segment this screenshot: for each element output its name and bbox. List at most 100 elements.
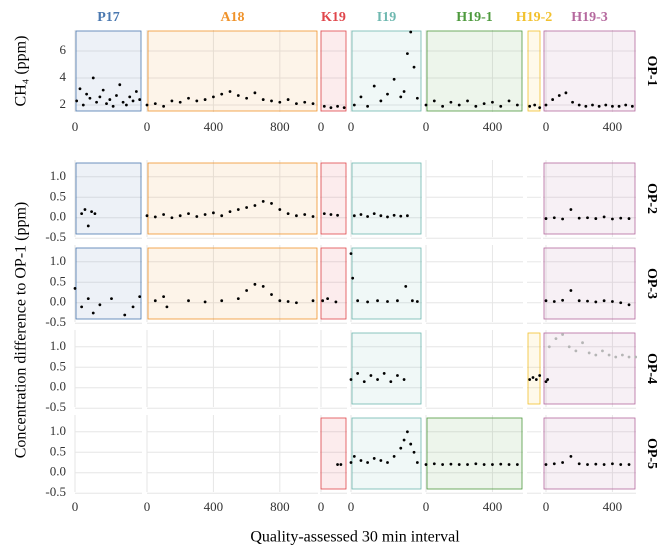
data-point bbox=[359, 213, 363, 216]
data-point bbox=[410, 299, 414, 303]
data-point bbox=[392, 213, 396, 217]
data-point bbox=[544, 299, 548, 303]
data-point bbox=[366, 215, 369, 218]
data-point bbox=[533, 103, 537, 107]
data-point bbox=[515, 463, 519, 466]
data-point bbox=[178, 100, 182, 104]
data-point bbox=[220, 299, 224, 303]
data-point bbox=[577, 103, 581, 107]
data-box bbox=[320, 417, 347, 490]
data-point bbox=[110, 297, 113, 301]
data-point bbox=[356, 299, 360, 303]
data-point bbox=[162, 295, 166, 299]
data-point bbox=[372, 212, 376, 216]
data-point bbox=[601, 349, 604, 353]
data-point bbox=[369, 374, 373, 377]
data-point bbox=[322, 212, 326, 216]
x-tick-label: 800 bbox=[270, 499, 290, 514]
data-point bbox=[212, 95, 215, 99]
data-point bbox=[567, 345, 571, 349]
data-point bbox=[544, 380, 548, 384]
data-point bbox=[409, 30, 413, 34]
data-point bbox=[278, 208, 282, 211]
data-point bbox=[90, 210, 93, 214]
data-point bbox=[602, 215, 606, 219]
panel-background bbox=[75, 330, 142, 407]
x-tick-label: 400 bbox=[483, 119, 503, 134]
data-point bbox=[352, 214, 356, 218]
data-point bbox=[93, 212, 97, 216]
data-point bbox=[195, 215, 199, 218]
panel-background bbox=[426, 330, 523, 407]
data-point bbox=[594, 353, 598, 357]
data-point bbox=[577, 462, 581, 466]
x-tick-label: 0 bbox=[318, 119, 325, 134]
data-point bbox=[482, 102, 486, 106]
x-tick-label: 400 bbox=[603, 499, 623, 514]
data-point bbox=[123, 313, 127, 317]
data-point bbox=[261, 199, 265, 203]
data-point bbox=[253, 282, 257, 286]
y-tick-label: -0.5 bbox=[45, 314, 66, 329]
data-point bbox=[95, 100, 98, 104]
data-point bbox=[153, 102, 157, 106]
data-point bbox=[349, 252, 353, 256]
data-point bbox=[564, 91, 568, 95]
data-point bbox=[311, 215, 315, 218]
data-point bbox=[594, 217, 598, 220]
data-point bbox=[591, 103, 594, 107]
data-point bbox=[245, 289, 249, 292]
data-point bbox=[404, 284, 408, 288]
data-point bbox=[482, 463, 486, 466]
data-point bbox=[286, 300, 290, 303]
data-point bbox=[376, 378, 379, 381]
x-tick-label: 0 bbox=[144, 499, 151, 514]
data-point bbox=[402, 90, 406, 93]
y-tick-label: 0.5 bbox=[50, 358, 66, 373]
data-point bbox=[474, 462, 478, 466]
row-label: OP-3 bbox=[644, 268, 659, 299]
data-point bbox=[449, 462, 453, 466]
data-point bbox=[336, 104, 339, 108]
data-point bbox=[170, 216, 174, 220]
data-point bbox=[528, 104, 532, 108]
x-tick-label: 0 bbox=[423, 499, 430, 514]
panel-background bbox=[147, 30, 318, 112]
y-tick-label: 1.0 bbox=[50, 338, 66, 353]
y-tick-label: 0.5 bbox=[50, 188, 66, 203]
column-label: H19-2 bbox=[516, 10, 553, 25]
data-point bbox=[552, 462, 556, 466]
data-point bbox=[203, 213, 207, 216]
data-box bbox=[320, 162, 347, 235]
data-box bbox=[75, 247, 142, 320]
data-point bbox=[145, 214, 149, 218]
data-point bbox=[557, 94, 561, 97]
panel-background bbox=[426, 160, 523, 237]
data-point bbox=[138, 295, 142, 299]
data-point bbox=[303, 213, 307, 216]
panel-background bbox=[426, 30, 523, 112]
y-tick-label: 0.0 bbox=[50, 294, 66, 309]
data-point bbox=[366, 300, 369, 304]
data-point bbox=[295, 102, 298, 106]
y-axis-title: Concentration difference to OP-1 (ppm) bbox=[13, 202, 30, 459]
panel-background bbox=[527, 415, 541, 492]
data-point bbox=[507, 463, 511, 466]
data-box bbox=[543, 162, 636, 235]
data-point bbox=[81, 103, 85, 107]
data-box bbox=[351, 332, 422, 405]
data-point bbox=[587, 351, 591, 355]
data-point bbox=[98, 303, 102, 307]
panel-background bbox=[320, 330, 347, 407]
data-point bbox=[349, 378, 353, 381]
column-label: I19 bbox=[377, 10, 396, 25]
panel-background bbox=[147, 160, 318, 237]
data-point bbox=[220, 92, 224, 96]
data-point bbox=[295, 214, 298, 218]
data-point bbox=[382, 372, 386, 375]
data-box bbox=[75, 162, 142, 235]
data-point bbox=[392, 77, 396, 81]
data-point bbox=[406, 430, 409, 434]
data-box bbox=[543, 332, 636, 405]
column-label: P17 bbox=[97, 10, 120, 25]
